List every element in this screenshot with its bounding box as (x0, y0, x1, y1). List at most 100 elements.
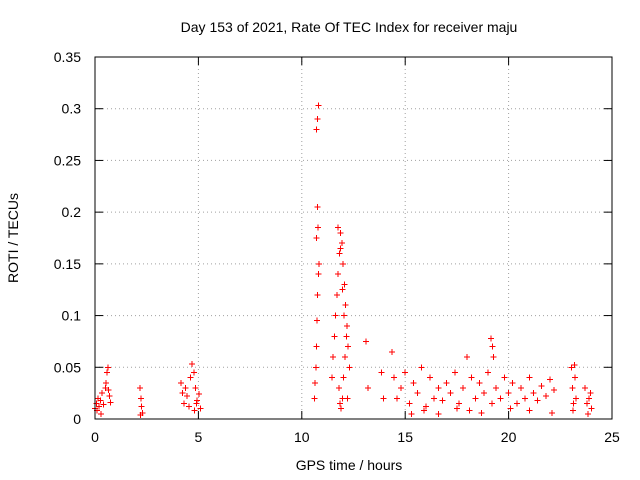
data-point (538, 382, 545, 389)
data-point (313, 126, 320, 133)
y-tick-label: 0.3 (62, 101, 82, 117)
data-point (443, 379, 450, 386)
data-point (431, 395, 438, 402)
data-point (587, 390, 594, 397)
data-point (314, 317, 321, 324)
x-tick-labels: 0 5 10 15 20 25 (91, 429, 620, 445)
data-point (489, 343, 496, 350)
data-point (105, 364, 112, 371)
data-point (571, 374, 578, 381)
x-axis-label: GPS time / hours (296, 457, 403, 473)
data-point (312, 364, 319, 371)
data-point (402, 369, 409, 376)
data-point (505, 390, 512, 397)
data-point (314, 203, 321, 210)
data-point (488, 335, 495, 342)
data-point (336, 400, 343, 407)
data-point (177, 379, 184, 386)
data-point (518, 384, 525, 391)
data-point (105, 387, 112, 394)
data-point (197, 405, 204, 412)
x-tick-label: 15 (397, 429, 413, 445)
data-point (585, 410, 592, 417)
data-point (190, 369, 197, 376)
data-point (453, 405, 460, 412)
data-point (390, 374, 397, 381)
data-point (534, 397, 541, 404)
data-point (484, 369, 491, 376)
data-point (137, 395, 144, 402)
y-tick-label: 0.2 (62, 204, 82, 220)
data-point (380, 395, 387, 402)
data-point (184, 393, 191, 400)
data-point (501, 374, 508, 381)
data-point (522, 395, 529, 402)
data-point (342, 302, 349, 309)
data-point (346, 364, 353, 371)
chart-title: Day 153 of 2021, Rate Of TEC Index for r… (181, 19, 518, 35)
x-tick-label: 25 (604, 429, 620, 445)
data-point (102, 384, 109, 391)
data-point (393, 395, 400, 402)
data-point (314, 291, 321, 298)
y-tick-label: 0 (73, 411, 81, 427)
data-point (336, 250, 343, 257)
data-point (526, 374, 533, 381)
data-point (398, 384, 405, 391)
x-tick-label: 20 (501, 429, 517, 445)
data-point (137, 411, 144, 418)
y-tick-label: 0.15 (54, 256, 81, 272)
x-tick-label: 5 (195, 429, 203, 445)
data-point (344, 395, 351, 402)
data-point (313, 343, 320, 350)
data-point (335, 271, 342, 278)
y-tick-label: 0.1 (62, 308, 82, 324)
data-point (186, 403, 193, 410)
data-point (588, 405, 595, 412)
data-point (526, 407, 533, 414)
data-point (378, 369, 385, 376)
data-point (333, 291, 340, 298)
y-tick-label: 0.25 (54, 152, 81, 168)
data-point (187, 374, 194, 381)
data-point (336, 384, 343, 391)
data-point (418, 364, 425, 371)
data-point (472, 395, 479, 402)
data-point (571, 362, 578, 369)
data-point (570, 400, 577, 407)
data-point (343, 322, 350, 329)
x-tick-label: 10 (294, 429, 310, 445)
data-point (313, 235, 320, 241)
data-point (466, 407, 473, 414)
data-point (137, 384, 144, 391)
data-point (332, 312, 339, 319)
data-point (439, 397, 446, 404)
data-point (315, 271, 322, 278)
data-point (572, 395, 579, 402)
data-point (513, 400, 520, 407)
data-point (464, 353, 471, 360)
data-point (191, 407, 198, 414)
data-point (422, 403, 429, 410)
data-point (337, 229, 344, 236)
y-tick-label: 0.05 (54, 359, 81, 375)
data-point (328, 374, 335, 381)
data-point (182, 384, 189, 391)
data-point (542, 393, 549, 400)
data-point (341, 312, 348, 319)
y-tick-labels: 0 0.05 0.1 0.15 0.2 0.25 0.3 0.35 (54, 49, 81, 427)
data-point (420, 407, 427, 414)
data-point (582, 384, 589, 391)
data-point (435, 410, 442, 417)
data-point (549, 409, 556, 416)
data-point (338, 240, 345, 247)
x-tick-label: 0 (91, 429, 99, 445)
data-point (103, 369, 110, 376)
data-point (489, 400, 496, 407)
y-tick-label: 0.35 (54, 49, 81, 65)
data-point (99, 390, 106, 397)
data-point (107, 399, 114, 406)
data-point (468, 374, 475, 381)
